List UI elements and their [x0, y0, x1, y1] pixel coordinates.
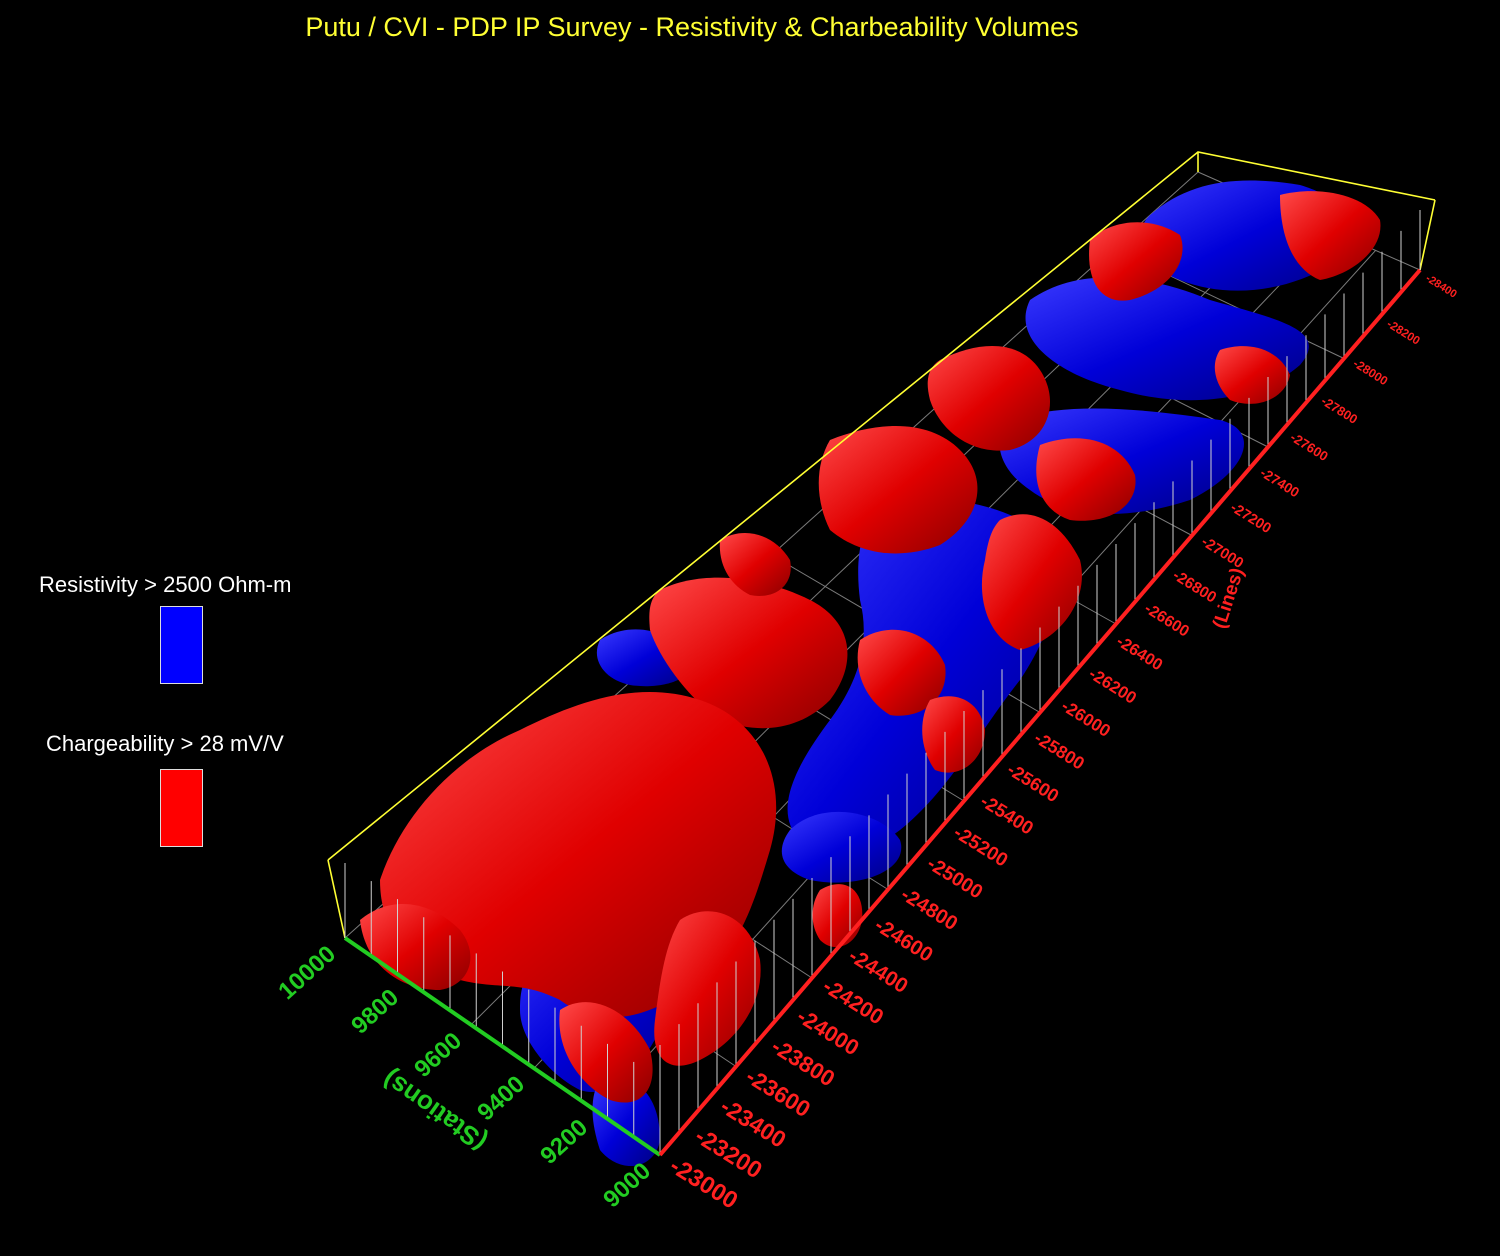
lines-tick-label: -26600 [1141, 600, 1192, 641]
lines-tick-label: -26800 [1170, 567, 1220, 607]
figure-title: Putu / CVI - PDP IP Survey - Resistivity… [305, 12, 1079, 42]
lines-tick-label: -25800 [1031, 727, 1088, 773]
lines-axis-line [658, 268, 1422, 1157]
lines-tick-label: -28400 [1423, 272, 1458, 300]
chargeability-blob [927, 346, 1050, 451]
volume-bounding-box [327, 151, 1436, 939]
chargeability-blob [857, 629, 946, 716]
chargeability-blob [559, 1002, 653, 1103]
lines-tick-label: -25600 [1004, 759, 1063, 806]
chargeability-blob [654, 911, 761, 1066]
legend-chargeability-label: Chargeability > 28 mV/V [46, 731, 284, 756]
chargeability-blob [1214, 346, 1290, 404]
lines-tick-label: -26000 [1058, 695, 1114, 740]
stations-tick-label: 9400 [472, 1071, 530, 1127]
stations-tick-label: 10000 [273, 940, 341, 1005]
lines-tick-label: -26400 [1113, 632, 1166, 674]
stations-tick-label: 9200 [535, 1114, 593, 1170]
chargeability-blob [719, 532, 791, 596]
chargeability-blob [812, 884, 863, 948]
stations-axis-title: (Stations) [377, 1064, 492, 1157]
chargeability-blob [922, 696, 985, 773]
lines-tick-label: -27600 [1288, 429, 1331, 464]
chargeability-volumes [360, 191, 1381, 1103]
lines-tick-label: -25200 [950, 822, 1012, 871]
side-wall-grid [344, 210, 1421, 1155]
chargeability-blob [1089, 222, 1183, 301]
chargeability-blob [1036, 438, 1136, 521]
lines-tick-label: -28200 [1384, 317, 1422, 348]
chargeability-blob [649, 577, 848, 729]
lines-tick-label: -27800 [1319, 393, 1361, 427]
resistivity-blob [781, 811, 902, 883]
chargeability-blob [981, 514, 1082, 650]
lines-tick-label: -27000 [1198, 534, 1246, 572]
lines-tick-label: -27400 [1257, 465, 1302, 501]
legend-chargeability-swatch [160, 769, 203, 847]
lines-tick-label: -26200 [1085, 664, 1139, 708]
stations-tick-label: 9800 [346, 984, 404, 1040]
lines-tick-label: -28000 [1351, 356, 1391, 388]
chargeability-blob [1280, 191, 1381, 280]
legend-resistivity-label: Resistivity > 2500 Ohm-m [39, 572, 292, 597]
chargeability-blob [818, 426, 978, 554]
legend-resistivity-swatch [160, 606, 203, 684]
lines-tick-label: -25000 [923, 852, 986, 903]
stations-tick-label: 9600 [409, 1027, 467, 1083]
stations-axis-line [343, 936, 662, 1157]
lines-tick-label: -27200 [1227, 500, 1273, 537]
lines-tick-label: -25400 [977, 790, 1037, 839]
